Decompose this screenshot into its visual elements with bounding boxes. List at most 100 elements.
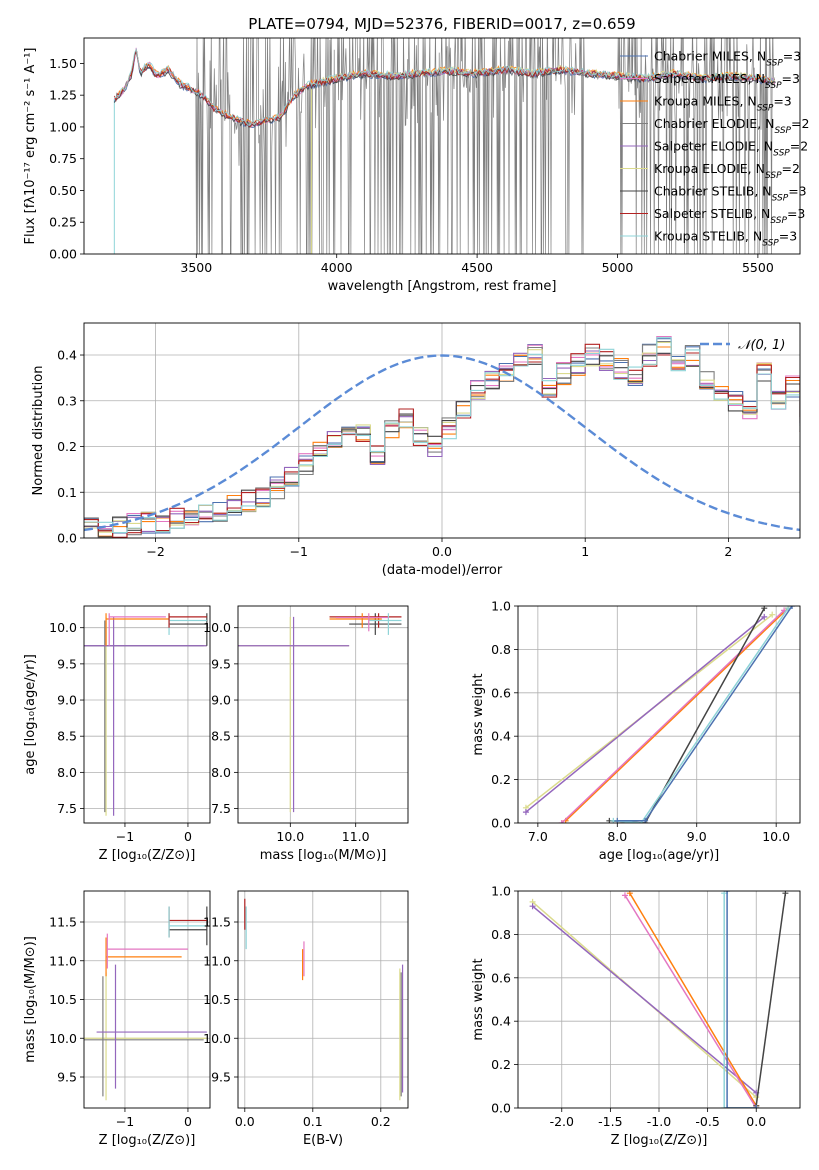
x-tick-label: −1 [116, 1114, 134, 1129]
legend-subscript: SSP [773, 149, 790, 159]
y-tick-label: 0.2 [57, 439, 77, 454]
axes-frame [83, 605, 211, 824]
chart-massweight-vs-metallicity: -2.0 -1.5 -1.0 -0.5 0.0 0.0 0.2 0.4 0.6 0.8 1.0 Z [… [471, 884, 801, 1148]
histogram-step [84, 338, 800, 534]
y-tick-label: 9.5 [57, 656, 77, 671]
y-tick-label: 0.6 [491, 685, 511, 700]
x-tick-label: −1 [290, 544, 308, 559]
series-line [624, 894, 757, 1108]
y-tick-label: 8.5 [211, 729, 231, 744]
x-tick-label: 10.0 [762, 829, 790, 844]
y-tick-label: 0.2 [491, 1057, 511, 1072]
histogram-step [84, 350, 800, 532]
y-axis-label: mass weight [471, 958, 486, 1040]
y-tick-label: 8.5 [57, 729, 77, 744]
histogram-step [84, 341, 800, 533]
y-tick-label: 0.6 [491, 970, 511, 985]
x-tick-label: 0 [184, 1114, 192, 1129]
legend-subscript: SSP [765, 171, 782, 181]
y-tick-label: 11.0 [203, 953, 231, 968]
y-tick-label: 11.5 [49, 915, 77, 930]
x-tick-label: 4000 [321, 260, 353, 275]
x-axis-label: Z [log₁₀(Z/Z⊙)] [99, 848, 196, 863]
histogram-step [84, 352, 800, 538]
y-tick-label: 0.3 [57, 393, 77, 408]
y-tick-label: 10.0 [203, 620, 231, 635]
series-marker [529, 903, 536, 910]
series-marker [753, 1105, 760, 1108]
plot-area [113, 38, 776, 254]
y-tick-label: 1.50 [49, 56, 77, 71]
axes-frame [83, 37, 801, 255]
x-tick-label: 4500 [461, 260, 493, 275]
y-tick-label: 9.0 [211, 693, 231, 708]
y-tick-label: 10.5 [49, 992, 77, 1007]
chart-mass-vs-metallicity: −1 0 9.5 10.0 10.5 11.0 11.5 Z [log₁₀(Z/Z⊙)] mas… [23, 890, 211, 1148]
legend-subscript: SSP [765, 81, 782, 91]
x-tick-label: 0 [184, 829, 192, 844]
series-line [609, 607, 765, 823]
series-marker [558, 820, 565, 823]
y-tick-label: 1.0 [491, 884, 511, 899]
axes-frame [237, 890, 409, 1109]
x-tick-label: 9.0 [687, 829, 707, 844]
y-tick-label: 0.0 [491, 816, 511, 831]
x-tick-label: 3500 [180, 260, 212, 275]
series-marker [724, 891, 731, 894]
x-tick-label: 8.0 [607, 829, 627, 844]
x-axis-label: Z [log₁₀(Z/Z⊙)] [99, 1133, 196, 1148]
histogram-step [84, 337, 800, 534]
legend-subscript: SSP [766, 59, 783, 69]
series-line [723, 893, 757, 1108]
axes-frame [237, 605, 409, 824]
plot-area [238, 606, 408, 823]
spectrum-model-line [114, 47, 776, 126]
y-tick-label: 1.25 [49, 88, 77, 103]
legend-entry: Salpeter ELODIE, NSSP=2 [654, 139, 808, 159]
normal-curve [84, 354, 800, 532]
x-tick-label: 0.1 [303, 1114, 323, 1129]
series-line [617, 606, 793, 822]
y-tick-label: 8.0 [57, 765, 77, 780]
chart-residuals: −2 −1 0.0 1 2 0.0 0.1 0.2 0.3 0.4 (data-model)/err… [31, 322, 801, 578]
x-tick-label: 7.0 [528, 829, 548, 844]
legend-subscript: SSP [757, 104, 774, 114]
spectrum-model-line [311, 65, 776, 85]
x-tick-label: 11.0 [342, 829, 370, 844]
y-tick-label: 0.75 [49, 151, 77, 166]
series-marker [724, 1105, 731, 1108]
y-tick-label: 10.0 [49, 620, 77, 635]
x-tick-label: -0.5 [695, 1114, 719, 1129]
histogram-step [84, 346, 800, 537]
y-tick-label: 7.5 [211, 801, 231, 816]
x-tick-label: −1 [116, 829, 134, 844]
legend-subscript: SSP [772, 194, 789, 204]
series-line [629, 892, 757, 1107]
chart-age-vs-metallicity: −1 0 7.5 8.0 8.5 9.0 9.5 10.0 Z [log₁₀(Z/Z⊙)] age… [23, 605, 211, 863]
series-line [525, 616, 765, 813]
chart-massweight-vs-age: 7.0 8.0 9.0 10.0 0.0 0.2 0.4 0.6 0.8 1.0 age [log₁… [471, 599, 801, 863]
x-tick-label: 2 [724, 544, 732, 559]
x-tick-label: -2.0 [550, 1114, 574, 1129]
axes-frame [517, 890, 801, 1109]
legend-entry: 𝒩(0, 1) [738, 338, 785, 353]
x-axis-label: wavelength [Angstrom, rest frame] [328, 279, 557, 294]
x-axis-label: mass [log₁₀(M/M⊙)] [260, 848, 387, 863]
y-tick-label: 7.5 [57, 801, 77, 816]
series-line [755, 893, 787, 1106]
y-axis-label: Normed distribution [31, 366, 46, 496]
series-line [561, 609, 785, 823]
series-marker [769, 611, 776, 618]
series-marker [621, 892, 628, 899]
y-tick-label: 10.5 [203, 992, 231, 1007]
y-tick-label: 1.00 [49, 119, 77, 134]
y-axis-label: mass weight [471, 673, 486, 755]
x-tick-label: 1 [581, 544, 589, 559]
series-line [726, 891, 757, 1108]
y-tick-label: 11.0 [49, 953, 77, 968]
x-tick-label: 5500 [742, 260, 774, 275]
y-tick-label: 10.0 [49, 1031, 77, 1046]
axes-frame [83, 322, 801, 539]
x-axis-label: E(B-V) [303, 1133, 343, 1148]
